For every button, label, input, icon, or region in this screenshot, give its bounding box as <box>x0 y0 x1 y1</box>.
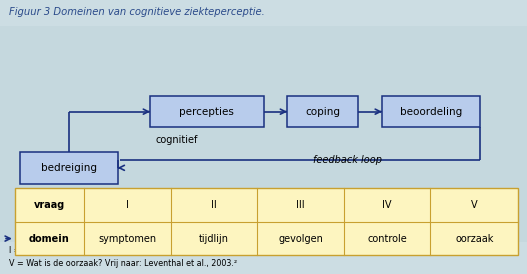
Text: vraag: vraag <box>34 200 65 210</box>
Text: feedback loop: feedback loop <box>314 155 382 165</box>
Text: domein: domein <box>29 234 70 244</box>
Text: beoordeling: beoordeling <box>399 107 462 117</box>
Bar <box>15 188 518 255</box>
Bar <box>0 0 527 26</box>
Text: symptomen: symptomen <box>99 234 157 244</box>
Text: gevolgen: gevolgen <box>278 234 323 244</box>
FancyBboxPatch shape <box>150 96 264 127</box>
Text: oorzaak: oorzaak <box>455 234 493 244</box>
Text: tijdlijn: tijdlijn <box>199 234 229 244</box>
Text: cognitief: cognitief <box>155 135 198 145</box>
Text: II: II <box>211 200 217 210</box>
Text: Figuur 3 Domeinen van cognitieve ziekteperceptie.: Figuur 3 Domeinen van cognitieve ziektep… <box>9 7 265 17</box>
Bar <box>0 242 527 274</box>
Text: I: I <box>126 200 129 210</box>
Text: controle: controle <box>367 234 407 244</box>
FancyBboxPatch shape <box>287 96 358 127</box>
Text: I = Wat heb ik? II = Hoe lang gaat het duren? III = Wat zijn de consequenties? I: I = Wat heb ik? II = Hoe lang gaat het d… <box>9 246 498 255</box>
Text: IV: IV <box>383 200 392 210</box>
Text: V = Wat is de oorzaak? Vrij naar: Leventhal et al., 2003.²: V = Wat is de oorzaak? Vrij naar: Levent… <box>9 259 238 268</box>
Text: III: III <box>296 200 305 210</box>
Text: bedreiging: bedreiging <box>41 163 97 173</box>
FancyBboxPatch shape <box>382 96 480 127</box>
Text: V: V <box>471 200 477 210</box>
Text: percepties: percepties <box>179 107 235 117</box>
FancyBboxPatch shape <box>20 152 118 184</box>
Text: coping: coping <box>305 107 340 117</box>
